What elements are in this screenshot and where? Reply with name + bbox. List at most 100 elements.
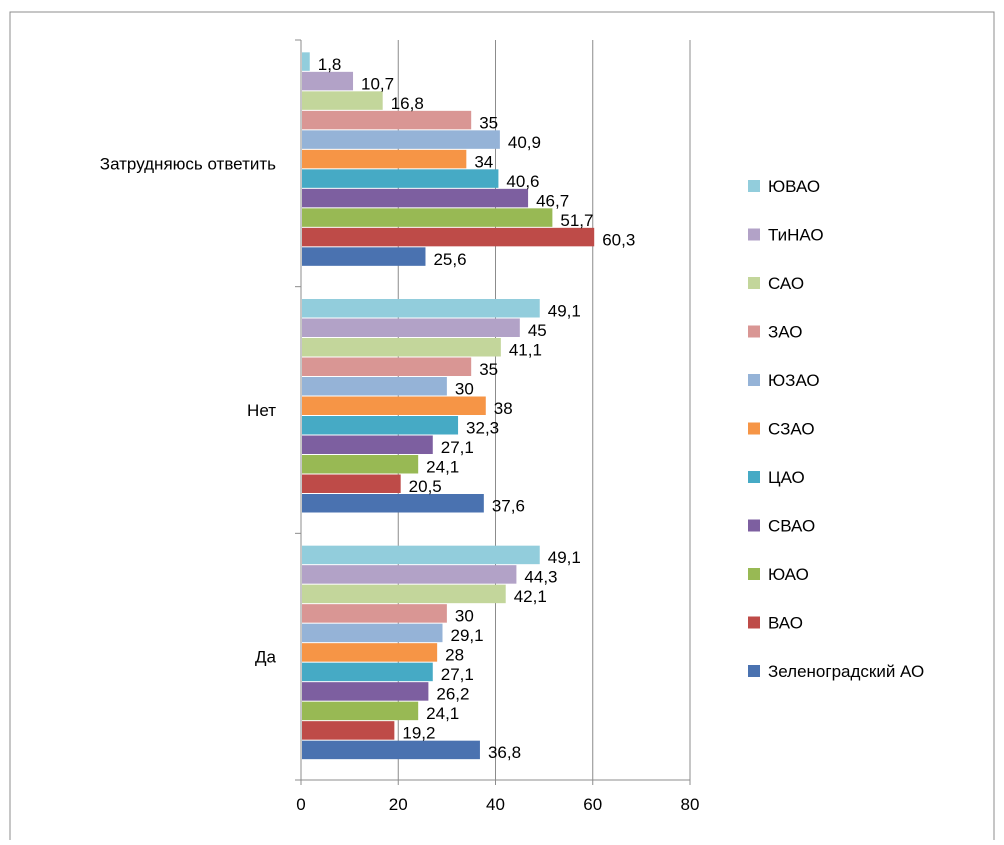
data-label: 16,8 bbox=[391, 94, 424, 113]
legend-label: ЮЗАО bbox=[768, 371, 820, 390]
data-label: 30 bbox=[455, 380, 474, 399]
data-label: 49,1 bbox=[548, 302, 581, 321]
legend-label: СВАО bbox=[768, 517, 815, 536]
legend-swatch bbox=[748, 471, 760, 483]
bar bbox=[302, 110, 472, 130]
data-label: 40,6 bbox=[506, 172, 539, 191]
data-label: 30 bbox=[455, 607, 474, 626]
data-label: 42,1 bbox=[514, 587, 547, 606]
bars bbox=[302, 52, 595, 760]
data-label: 10,7 bbox=[361, 74, 394, 93]
bar bbox=[302, 623, 443, 643]
bar bbox=[302, 545, 540, 565]
bar bbox=[302, 227, 595, 247]
x-tick-label: 20 bbox=[389, 795, 408, 814]
bar bbox=[302, 721, 395, 740]
category-label: Затрудняюсь ответить bbox=[100, 154, 276, 173]
data-label: 40,9 bbox=[508, 133, 541, 152]
data-label: 25,6 bbox=[433, 250, 466, 269]
bar bbox=[302, 455, 419, 474]
bar bbox=[302, 662, 433, 682]
data-label: 44,3 bbox=[524, 568, 557, 587]
axes: 0 20 40 60 80 Затрудняюсь ответить Нет Да bbox=[100, 39, 700, 814]
bar bbox=[302, 416, 459, 435]
data-label: 29,1 bbox=[450, 626, 483, 645]
bar bbox=[302, 357, 472, 376]
legend-swatch bbox=[748, 665, 760, 677]
data-label: 20,5 bbox=[409, 477, 442, 496]
data-label: 41,1 bbox=[509, 341, 542, 360]
bar bbox=[302, 701, 419, 721]
bar bbox=[302, 494, 484, 513]
bar bbox=[302, 584, 506, 604]
data-label: 32,3 bbox=[466, 419, 499, 438]
data-label: 27,1 bbox=[441, 665, 474, 684]
bar bbox=[302, 188, 529, 208]
legend-label: ЮВАО bbox=[768, 177, 820, 196]
data-label: 24,1 bbox=[426, 704, 459, 723]
data-label: 35 bbox=[479, 113, 498, 132]
data-label: 19,2 bbox=[402, 724, 435, 743]
legend: ЮВАО ТиНАО САО ЗАО ЮЗАО СЗАО ЦАО СВАО ЮАО ВАО Зеле… bbox=[748, 177, 924, 681]
legend-swatch bbox=[748, 180, 760, 192]
bar bbox=[302, 247, 426, 266]
data-label: 24,1 bbox=[426, 458, 459, 477]
legend-label: ЦАО bbox=[768, 468, 805, 487]
data-label: 27,1 bbox=[441, 438, 474, 457]
bar bbox=[302, 91, 383, 110]
legend-label: САО bbox=[768, 274, 804, 293]
data-label: 51,7 bbox=[560, 211, 593, 230]
bar bbox=[302, 169, 499, 188]
x-tick-label: 40 bbox=[486, 795, 505, 814]
legend-label: ТиНАО bbox=[768, 226, 824, 245]
data-label: 38 bbox=[494, 399, 513, 418]
bar bbox=[302, 130, 500, 149]
data-label: 46,7 bbox=[536, 191, 569, 210]
category-label: Нет bbox=[247, 401, 276, 420]
category-label: Да bbox=[255, 648, 277, 667]
bar bbox=[302, 338, 501, 357]
x-tick-label: 0 bbox=[296, 795, 305, 814]
bar bbox=[302, 396, 486, 415]
legend-swatch bbox=[748, 422, 760, 435]
legend-swatch bbox=[748, 568, 760, 580]
bar bbox=[302, 604, 447, 623]
bar bbox=[302, 565, 517, 584]
bar bbox=[302, 71, 354, 91]
bar bbox=[302, 377, 447, 396]
data-label: 60,3 bbox=[602, 230, 635, 249]
data-label: 28 bbox=[445, 646, 464, 665]
legend-label: Зеленоградский АО bbox=[768, 662, 924, 681]
bar bbox=[302, 740, 480, 760]
legend-swatch bbox=[748, 519, 760, 532]
data-label: 1,8 bbox=[318, 55, 342, 74]
bar bbox=[302, 474, 401, 493]
legend-label: ВАО bbox=[768, 614, 803, 633]
x-tick-label: 80 bbox=[681, 795, 700, 814]
bar bbox=[302, 318, 520, 337]
bar bbox=[302, 435, 433, 454]
legend-swatch bbox=[748, 277, 760, 289]
data-label: 36,8 bbox=[488, 743, 521, 762]
bar bbox=[302, 149, 467, 169]
bar bbox=[302, 682, 429, 701]
bar bbox=[302, 643, 438, 662]
bar bbox=[302, 52, 310, 71]
chart-frame bbox=[9, 11, 995, 845]
data-label: 45 bbox=[528, 321, 547, 340]
legend-label: ЮАО bbox=[768, 565, 809, 584]
legend-swatch bbox=[748, 228, 760, 241]
legend-label: СЗАО bbox=[768, 420, 815, 439]
data-labels: 25,6 60,3 51,746,740,6 34 40,9 35 16,810,7 1,8 3… bbox=[318, 55, 636, 762]
data-label: 34 bbox=[474, 152, 493, 171]
legend-swatch bbox=[748, 616, 760, 629]
data-label: 26,2 bbox=[436, 685, 469, 704]
data-label: 35 bbox=[479, 360, 498, 379]
data-label: 49,1 bbox=[548, 548, 581, 567]
legend-swatch bbox=[748, 374, 760, 386]
data-label: 37,6 bbox=[492, 497, 525, 516]
bar bbox=[302, 208, 553, 227]
bar bbox=[302, 299, 540, 318]
